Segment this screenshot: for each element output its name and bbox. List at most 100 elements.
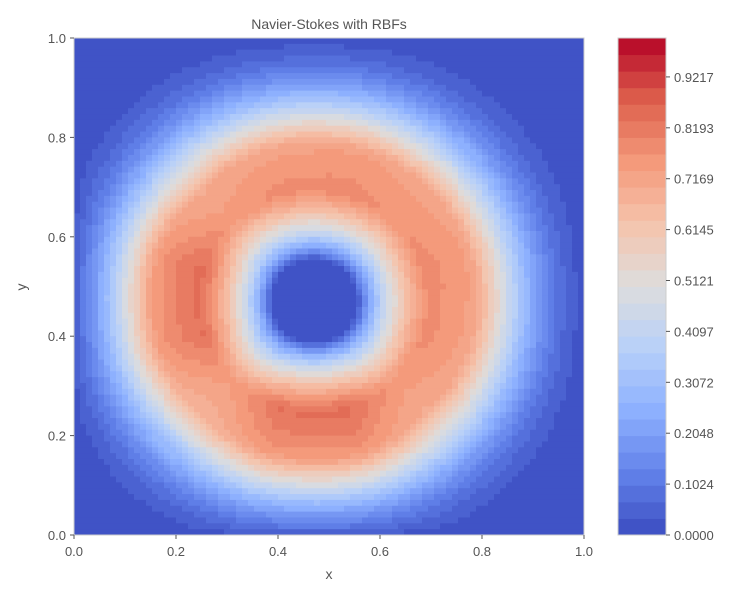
contour-cell	[362, 219, 369, 226]
contour-cell	[212, 365, 219, 372]
contour-cell	[146, 201, 153, 209]
contour-cell	[392, 160, 399, 168]
contour-cell	[308, 470, 315, 478]
contour-cell	[194, 371, 201, 378]
contour-cell	[344, 330, 351, 337]
contour-cell	[332, 43, 339, 51]
contour-cell	[398, 125, 405, 133]
contour-cell	[296, 131, 303, 138]
contour-cell	[272, 108, 279, 115]
contour-cell	[146, 213, 153, 220]
contour-cell	[362, 301, 369, 308]
contour-cell	[308, 166, 315, 174]
contour-cell	[242, 429, 249, 437]
contour-cell	[326, 38, 333, 45]
contour-cell	[98, 365, 105, 372]
contour-cell	[386, 523, 393, 530]
contour-cell	[404, 277, 411, 285]
contour-cell	[338, 254, 345, 261]
contour-cell	[182, 166, 189, 174]
contour-cell	[248, 283, 255, 291]
contour-cell	[116, 207, 123, 215]
contour-cell	[110, 137, 117, 144]
contour-cell	[314, 78, 321, 86]
contour-cell	[128, 447, 135, 454]
contour-cell	[194, 523, 201, 530]
contour-cell	[182, 254, 189, 261]
contour-cell	[398, 336, 405, 343]
contour-cell	[182, 365, 189, 372]
contour-cell	[392, 78, 399, 86]
contour-cell	[320, 406, 327, 413]
contour-cell	[74, 84, 81, 92]
contour-cell	[242, 453, 249, 460]
contour-cell	[410, 277, 417, 285]
contour-cell	[242, 523, 249, 530]
contour-cell	[140, 365, 147, 372]
contour-cell	[86, 143, 93, 150]
contour-cell	[122, 119, 129, 127]
contour-cell	[290, 271, 297, 279]
contour-cell	[236, 324, 243, 331]
contour-cell	[416, 230, 423, 238]
contour-cell	[80, 458, 87, 466]
contour-cell	[170, 90, 177, 98]
contour-cell	[392, 371, 399, 378]
contour-cell	[128, 476, 135, 483]
contour-cell	[278, 190, 285, 197]
contour-cell	[320, 114, 327, 121]
contour-cell	[230, 353, 237, 361]
contour-cell	[374, 371, 381, 378]
contour-cell	[182, 43, 189, 51]
contour-cell	[92, 178, 99, 185]
contour-cell	[194, 201, 201, 209]
contour-cell	[218, 84, 225, 92]
contour-cell	[146, 271, 153, 279]
contour-cell	[290, 499, 297, 507]
contour-cell	[86, 494, 93, 501]
contour-cell	[152, 225, 159, 232]
contour-cell	[86, 61, 93, 68]
contour-cell	[158, 418, 165, 425]
contour-cell	[236, 482, 243, 489]
contour-cell	[212, 84, 219, 92]
contour-cell	[266, 108, 273, 115]
contour-cell	[380, 347, 387, 355]
contour-cell	[194, 96, 201, 103]
contour-cell	[248, 96, 255, 103]
contour-cell	[308, 236, 315, 244]
contour-cell	[116, 271, 123, 279]
contour-cell	[350, 412, 357, 419]
contour-cell	[80, 96, 87, 103]
contour-cell	[416, 266, 423, 273]
contour-cell	[248, 102, 255, 109]
contour-cell	[320, 108, 327, 115]
contour-cell	[344, 388, 351, 396]
contour-cell	[362, 347, 369, 355]
contour-cell	[320, 429, 327, 437]
contour-cell	[410, 347, 417, 355]
contour-cell	[278, 149, 285, 156]
contour-cell	[392, 61, 399, 68]
contour-cell	[314, 84, 321, 92]
contour-cell	[308, 318, 315, 326]
contour-cell	[98, 102, 105, 109]
contour-cell	[260, 154, 267, 162]
contour-cell	[140, 172, 147, 179]
contour-cell	[404, 38, 411, 45]
contour-cell	[380, 441, 387, 448]
contour-cell	[122, 476, 129, 483]
contour-cell	[362, 73, 369, 80]
contour-cell	[356, 248, 363, 255]
contour-cell	[296, 184, 303, 191]
contour-cell	[374, 260, 381, 267]
contour-cell	[410, 102, 417, 109]
contour-cell	[338, 488, 345, 495]
contour-cell	[338, 160, 345, 168]
contour-cell	[212, 359, 219, 367]
contour-cell	[296, 78, 303, 86]
contour-cell	[92, 55, 99, 62]
contour-cell	[104, 154, 111, 162]
contour-cell	[200, 119, 207, 127]
contour-cell	[248, 137, 255, 144]
